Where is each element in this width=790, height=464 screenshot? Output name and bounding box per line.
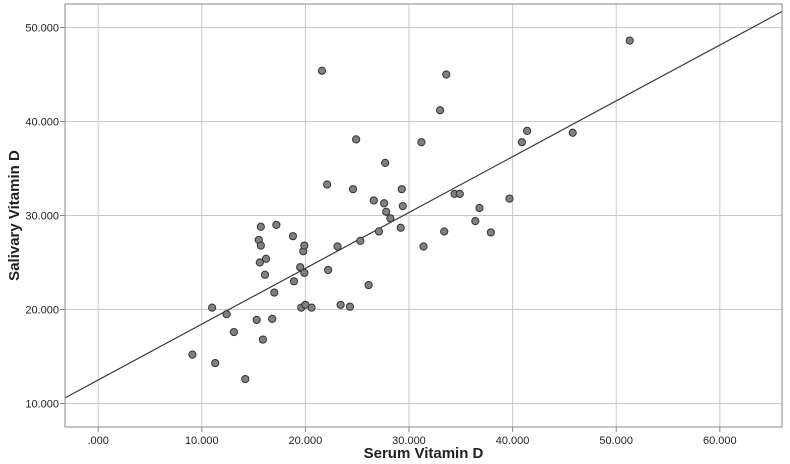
data-point-9 [256,222,265,231]
data-point-47 [435,106,445,115]
data-point-26 [317,66,327,75]
data-point-43 [397,185,406,194]
x-axis-title: Serum Vitamin D [364,445,484,462]
data-point-49 [442,70,451,79]
data-point-31 [345,302,355,311]
data-point-53 [475,203,484,213]
y-axis-title: Salivary Vitamin D [6,150,23,281]
data-point-55 [505,194,514,203]
data-point-19 [296,263,305,272]
data-point-4 [229,327,238,337]
data-point-44 [398,202,407,211]
data-point-15 [270,288,279,297]
data-point-40 [382,207,391,216]
data-point-59 [625,36,634,45]
data-point-37 [374,227,384,236]
regression-fit-line [64,10,783,399]
data-point-16 [272,220,281,229]
x-tick-label-0: .000 [87,435,108,447]
y-tick-label-4: 50.000 [25,23,59,35]
data-point-34 [356,236,365,245]
data-point-35 [364,280,373,290]
x-tick-label-3: 30.000 [392,435,426,447]
data-point-48 [440,227,449,236]
data-point-33 [352,135,361,144]
x-tick-label-4: 40.000 [496,435,530,447]
data-point-46 [419,242,428,251]
data-point-42 [396,223,405,232]
data-point-41 [386,214,395,223]
data-point-58 [568,128,577,137]
data-point-18 [289,277,299,286]
data-point-28 [324,265,333,275]
data-point-39 [381,158,390,167]
y-tick-label-2: 30.000 [25,211,59,223]
data-point-2 [211,358,220,368]
data-point-32 [348,185,358,194]
data-point-27 [323,180,332,189]
data-point-56 [517,138,527,147]
data-point-13 [261,254,271,263]
data-point-30 [336,300,345,309]
data-point-11 [258,335,268,344]
data-point-6 [252,315,261,324]
data-point-45 [417,138,426,147]
y-axis-ticks: 10.000 20.000 30.000 40.000 50.000 [25,23,65,411]
data-point-25 [307,303,316,312]
x-tick-label-1: 10.000 [185,435,219,447]
data-point-54 [486,228,495,237]
y-tick-label-0: 10.000 [25,399,59,411]
data-point-3 [222,310,231,319]
data-point-0 [188,350,197,359]
x-tick-label-2: 20.000 [289,435,323,447]
data-point-10 [256,241,265,250]
data-point-17 [288,232,298,241]
x-tick-label-5: 50.000 [599,435,633,447]
x-axis-ticks: .000 10.000 20.000 30.000 40.000 50.000 60.000 [87,427,737,447]
data-point-22 [300,241,309,250]
data-points [188,36,634,384]
data-point-38 [380,199,389,208]
data-point-52 [471,217,480,226]
data-point-57 [523,126,532,135]
data-point-36 [369,196,378,205]
y-tick-label-3: 40.000 [25,117,59,129]
data-point-23 [300,268,309,277]
data-point-29 [333,242,342,251]
grid-lines [65,4,782,427]
data-point-51 [455,189,464,198]
data-point-1 [208,303,217,312]
data-point-14 [268,314,277,323]
x-tick-label-6: 60.000 [703,435,737,447]
data-point-8 [255,258,264,267]
data-point-5 [241,374,250,384]
data-point-12 [260,270,270,279]
y-tick-label-1: 20.000 [25,305,59,317]
